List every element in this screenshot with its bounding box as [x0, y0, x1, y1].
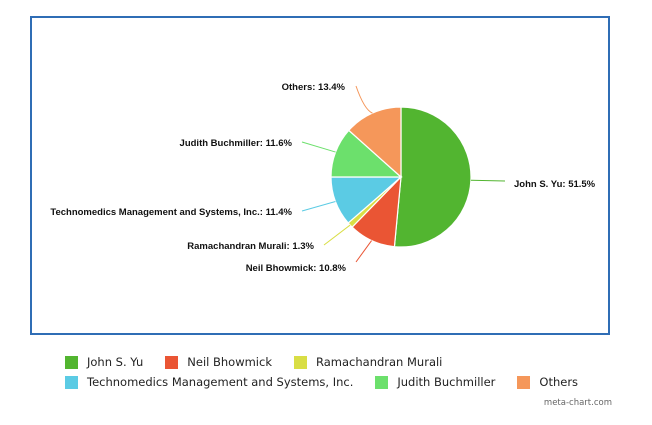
- legend-swatch: [65, 355, 78, 369]
- pie-chart: John S. Yu: 51.5% Neil Bhowmick: 10.8% Ram…: [50, 82, 596, 274]
- pie-slice-john-s-yu[interactable]: [393, 106, 472, 248]
- credit-text[interactable]: meta-chart.com: [543, 398, 612, 408]
- legend-item-others[interactable]: Others: [517, 375, 578, 389]
- legend-row-1: John S. Yu Neil Bhowmick Ramachandran Mu…: [65, 352, 625, 372]
- pie-slice-others[interactable]: [347, 106, 402, 179]
- legend-label: Technomedics Management and Systems, Inc…: [87, 375, 354, 389]
- legend-item-technomedics[interactable]: Technomedics Management and Systems, Inc…: [65, 375, 353, 389]
- legend-item-judith-buchmiller[interactable]: Judith Buchmiller: [375, 375, 495, 389]
- legend-swatch: [517, 375, 531, 389]
- slice-label: Ramachandran Murali: 1.3%: [187, 241, 314, 252]
- legend-swatch: [294, 355, 307, 369]
- legend-item-neil-bhowmick[interactable]: Neil Bhowmick: [165, 355, 272, 369]
- slice-label: Others: 13.4%: [282, 82, 346, 93]
- slice-label: John S. Yu: 51.5%: [514, 179, 596, 190]
- slice-label: Judith Buchmiller: 11.6%: [180, 138, 293, 149]
- legend-row-2: Technomedics Management and Systems, Inc…: [65, 372, 625, 392]
- legend-swatch: [165, 355, 179, 369]
- slice-label: Neil Bhowmick: 10.8%: [246, 263, 347, 274]
- legend-item-ramachandran-murali[interactable]: Ramachandran Murali: [294, 355, 442, 369]
- legend-label: John S. Yu: [87, 355, 144, 369]
- label-connector: [355, 240, 372, 263]
- legend-swatch: [65, 375, 78, 389]
- legend-label: Neil Bhowmick: [187, 355, 272, 369]
- legend: John S. Yu Neil Bhowmick Ramachandran Mu…: [65, 352, 625, 392]
- legend-label: Ramachandran Murali: [316, 355, 443, 369]
- label-connector: [301, 141, 336, 153]
- legend-item-john-s-yu[interactable]: John S. Yu: [65, 355, 143, 369]
- legend-swatch: [375, 375, 389, 389]
- label-connector: [323, 224, 351, 246]
- legend-label: Others: [539, 375, 579, 389]
- label-connector: [355, 85, 373, 114]
- chart-frame: [30, 16, 610, 335]
- slice-label: Technomedics Management and Systems, Inc…: [50, 207, 292, 218]
- label-connector: [470, 179, 506, 182]
- label-connector: [301, 201, 336, 212]
- legend-label: Judith Buchmiller: [397, 375, 496, 389]
